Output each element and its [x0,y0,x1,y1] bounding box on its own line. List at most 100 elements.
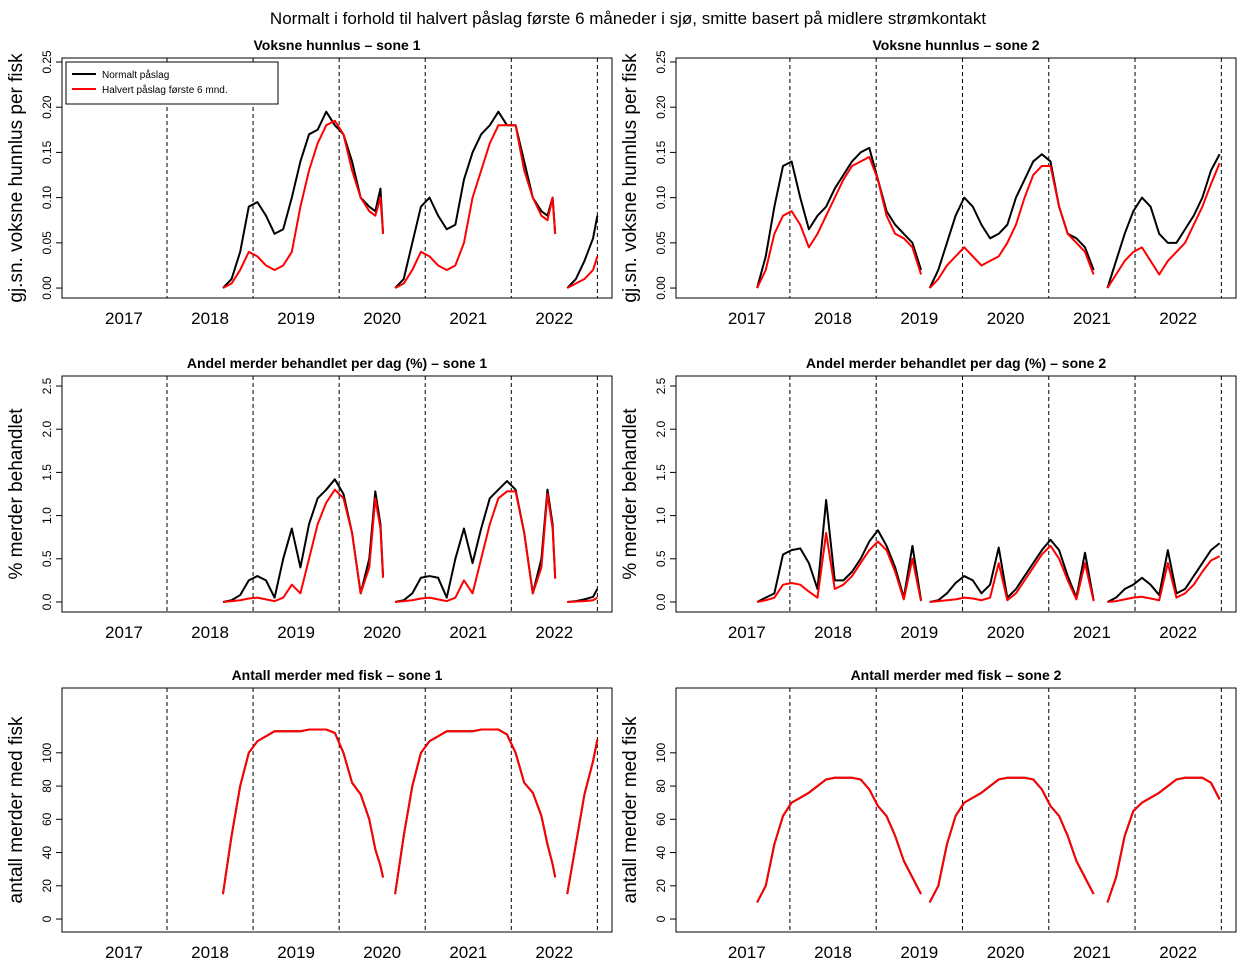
y-axis-label: % merder behandlet [620,408,641,580]
y-tick-label: 0 [40,915,54,922]
x-tick-label: 2020 [987,309,1025,328]
x-tick-label: 2022 [1159,623,1197,642]
x-tick-label: 2020 [363,309,401,328]
x-tick-label: 2019 [900,309,938,328]
data-line [222,478,599,603]
plot-frame [675,687,1237,933]
y-tick-label: 80 [654,779,668,793]
x-tick-label: 2020 [363,623,401,642]
data-line [756,776,1221,903]
x-tick-label: 2018 [814,309,852,328]
y-tick-label: 0.0 [40,593,54,610]
y-axis-label: antall merder med fisk [620,716,641,903]
plot-frame [61,375,613,613]
x-tick-label: 2017 [728,623,766,642]
legend-box [65,61,279,105]
x-tick-label: 2017 [105,309,143,328]
y-tick-label: 2.5 [40,377,54,394]
y-tick-label: 0.10 [654,186,668,210]
y-tick-label: 60 [654,812,668,826]
x-tick-label: 2022 [535,309,573,328]
x-tick-label: 2021 [449,309,487,328]
y-tick-label: 0.15 [654,140,668,164]
x-tick-label: 2018 [191,943,229,958]
y-tick-label: 0.0 [654,593,668,610]
y-tick-label: 0.10 [40,186,54,210]
y-tick-label: 0.5 [654,550,668,567]
x-tick-label: 2019 [277,943,315,958]
x-tick-label: 2020 [987,623,1025,642]
x-tick-label: 2017 [728,309,766,328]
chart-title: Andel merder behandlet per dag (%) – son… [187,355,488,371]
x-tick-label: 2020 [363,943,401,958]
data-line [221,728,599,895]
y-tick-label: 20 [40,879,54,893]
y-tick-label: 0 [654,915,668,922]
x-tick-label: 2019 [277,309,315,328]
data-line [222,488,598,603]
y-tick-label: 1.0 [40,507,54,524]
y-tick-label: 40 [654,846,668,860]
data-line [756,499,1221,603]
y-tick-label: 1.0 [654,507,668,524]
x-tick-label: 2018 [814,623,852,642]
data-line [756,155,1221,289]
y-tick-label: 0.05 [654,231,668,255]
y-tick-label: 0.00 [40,276,54,300]
y-tick-label: 2.0 [40,421,54,438]
x-tick-label: 2017 [728,943,766,958]
x-tick-label: 2022 [1159,943,1197,958]
x-tick-label: 2021 [1073,623,1111,642]
x-tick-label: 2020 [987,943,1025,958]
data-line [222,119,599,289]
y-tick-label: 0.05 [40,231,54,255]
x-tick-label: 2019 [277,623,315,642]
y-tick-label: 0.25 [654,50,668,74]
x-tick-label: 2021 [449,943,487,958]
y-tick-label: 100 [40,742,54,762]
y-axis-label: gj.sn. voksne hunnlus per fisk [620,53,641,303]
y-tick-label: 2.0 [654,421,668,438]
y-tick-label: 0.20 [40,95,54,119]
plot-frame [675,57,1237,299]
y-tick-label: 20 [654,879,668,893]
chart-title: Andel merder behandlet per dag (%) – son… [806,355,1107,371]
plot-frame [61,57,613,299]
y-tick-label: 0.20 [654,95,668,119]
x-tick-label: 2022 [535,623,573,642]
x-tick-label: 2019 [900,623,938,642]
y-tick-label: 60 [40,812,54,826]
y-tick-label: 100 [654,742,668,762]
chart-title: Antall merder med fisk – sone 1 [232,667,443,683]
plot-frame [675,375,1237,613]
y-tick-label: 0.00 [654,276,668,300]
x-tick-label: 2021 [1073,309,1111,328]
y-tick-label: 1.5 [40,464,54,481]
y-tick-label: 0.15 [40,140,54,164]
x-tick-label: 2022 [535,943,573,958]
figure-title: Normalt i forhold til halvert påslag før… [270,9,986,28]
legend-label: Halvert påslag første 6 mnd. [102,84,228,96]
chart-title: Antall merder med fisk – sone 2 [851,667,1062,683]
x-tick-label: 2021 [1073,943,1111,958]
x-tick-label: 2017 [105,623,143,642]
x-tick-label: 2018 [191,309,229,328]
x-tick-label: 2021 [449,623,487,642]
x-tick-label: 2018 [814,943,852,958]
y-tick-label: 0.5 [40,550,54,567]
data-line [221,728,599,895]
x-tick-label: 2019 [900,943,938,958]
y-axis-label: gj.sn. voksne hunnlus per fisk [6,53,27,303]
data-line [222,110,599,289]
y-tick-label: 1.5 [654,464,668,481]
y-tick-label: 2.5 [654,377,668,394]
data-line [756,531,1221,603]
y-axis-label: % merder behandlet [6,408,27,580]
y-tick-label: 0.25 [40,50,54,74]
y-tick-label: 40 [40,846,54,860]
x-tick-label: 2017 [105,943,143,958]
plot-frame [61,687,613,933]
legend-label: Normalt påslag [102,69,169,81]
